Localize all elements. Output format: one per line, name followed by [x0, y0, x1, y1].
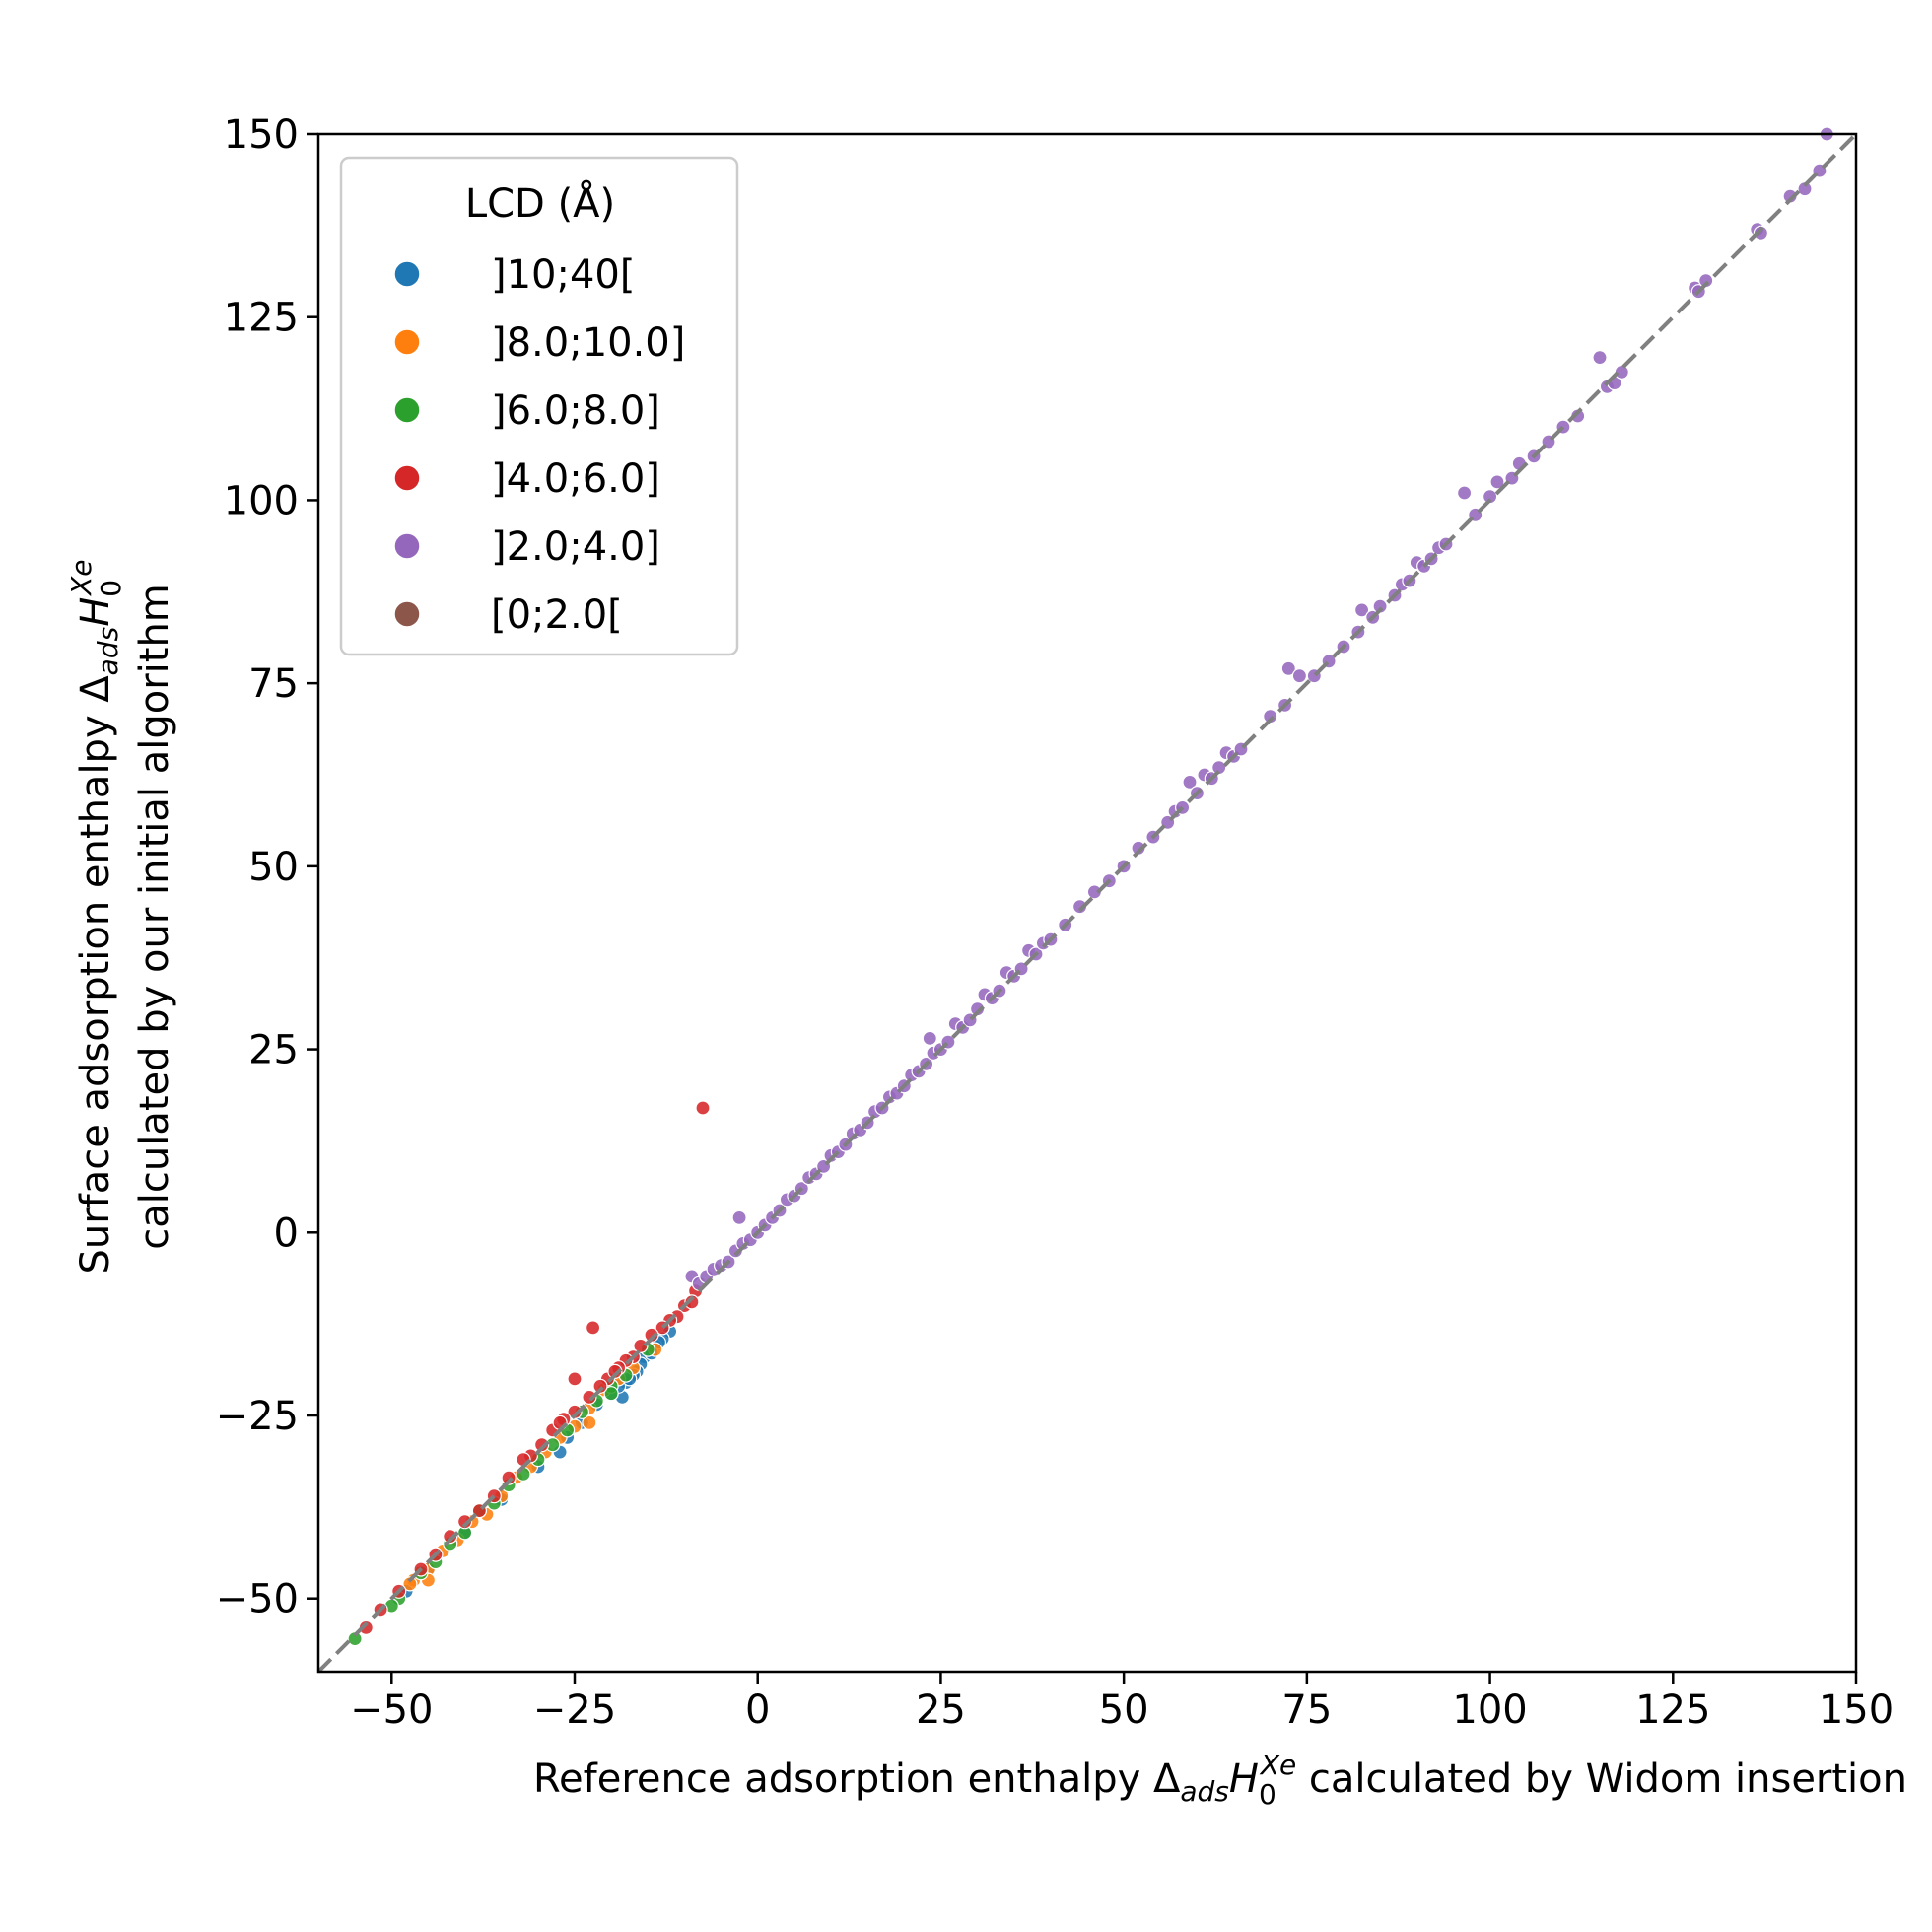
data-point	[402, 1576, 418, 1592]
data-point	[684, 1294, 700, 1310]
legend-title: LCD (Å)	[465, 179, 615, 227]
legend-marker	[393, 532, 421, 560]
data-point	[1086, 884, 1103, 900]
legend-marker	[393, 328, 421, 356]
data-point	[443, 1528, 458, 1545]
data-point	[1482, 489, 1498, 505]
x-tick-label: 100	[1452, 1688, 1527, 1733]
y-tick-label: −50	[216, 1577, 299, 1622]
data-point	[1698, 273, 1714, 289]
y-axis-label: Surface adsorption enthalpy ΔadsH0Xe cal…	[65, 559, 177, 1274]
data-point	[1071, 899, 1088, 915]
data-point	[695, 1100, 711, 1116]
y-tick-label: 100	[224, 478, 299, 523]
y-tick-label: 150	[224, 112, 299, 158]
y-tick-label: 50	[248, 845, 299, 890]
reference-line-layer	[316, 132, 1858, 1674]
legend-marker	[393, 396, 421, 424]
y-axis-label-line2: calculated by our initial algorithm	[132, 584, 177, 1250]
y-tick-label: −25	[216, 1394, 299, 1439]
x-tick-label: 75	[1281, 1688, 1332, 1733]
data-point	[603, 1386, 619, 1402]
data-point	[567, 1404, 583, 1419]
plot-frame	[316, 132, 1858, 1674]
data-point	[347, 1630, 363, 1647]
data-point	[1131, 840, 1146, 856]
data-point	[1291, 668, 1308, 684]
data-point	[582, 1414, 597, 1431]
data-point	[582, 1389, 597, 1406]
data-point	[533, 1437, 550, 1453]
data-point	[567, 1371, 583, 1387]
y-tick-label: 25	[248, 1028, 299, 1073]
data-point	[1372, 598, 1388, 614]
data-point	[969, 1001, 986, 1017]
legend-label: [0;2.0[	[491, 592, 623, 638]
legend-entries: ]10;40[ ]8.0;10.0] ]6.0;8.0] ]4.0;6.0] ]2.0;…	[393, 252, 685, 638]
data-point	[501, 1470, 517, 1485]
data-point	[1280, 660, 1296, 676]
x-tick-label: 0	[745, 1688, 770, 1733]
data-point	[1182, 774, 1198, 791]
data-point	[1456, 485, 1473, 501]
y-tick-label: 75	[248, 661, 299, 707]
legend-label: ]10;40[	[491, 252, 635, 298]
x-tick-label: 125	[1635, 1688, 1710, 1733]
y-axis-label-line1: Surface adsorption enthalpy ΔadsH0Xe	[65, 559, 127, 1274]
data-point	[607, 1363, 623, 1380]
data-point	[1614, 364, 1629, 380]
legend: LCD (Å) ]10;40[ ]8.0;10.0] ]6.0;8.0] ]4.0;6…	[339, 156, 739, 656]
data-point	[922, 1030, 937, 1047]
x-tick-label: 150	[1819, 1688, 1894, 1733]
x-tick-label: −50	[350, 1688, 433, 1733]
data-point	[644, 1327, 659, 1343]
data-point	[1570, 408, 1586, 424]
legend-marker	[393, 260, 421, 288]
data-point	[592, 1378, 608, 1394]
data-point	[1753, 225, 1769, 241]
data-point	[1592, 350, 1608, 366]
y-tick-label: 0	[274, 1210, 299, 1256]
data-point	[1489, 474, 1505, 490]
data-point	[1263, 708, 1278, 724]
data-point	[1211, 759, 1227, 776]
legend-box	[339, 156, 739, 656]
x-tick-label: −25	[533, 1688, 616, 1733]
legend-label: ]2.0;4.0]	[491, 524, 660, 570]
x-axis: −50 −25 0 25 50 75 100 125 150	[350, 1672, 1894, 1733]
data-point	[633, 1338, 649, 1354]
x-tick-label: 50	[1099, 1688, 1149, 1733]
legend-label: ]6.0;8.0]	[491, 388, 660, 434]
x-axis-label: Reference adsorption enthalpy ΔadsH0Xe c…	[533, 1749, 1907, 1811]
data-point	[1782, 188, 1798, 204]
y-axis: −50 −25 0 25 50 75 100 125 150	[216, 112, 318, 1622]
legend-label: ]4.0;6.0]	[491, 456, 660, 502]
reference-diagonal-line	[316, 132, 1858, 1674]
data-point	[457, 1514, 473, 1530]
legend-marker	[393, 464, 421, 492]
data-point	[1797, 181, 1813, 197]
data-point	[1353, 602, 1370, 618]
y-tick-label: 125	[224, 296, 299, 341]
data-point	[585, 1320, 601, 1336]
legend-marker	[393, 600, 421, 628]
data-point	[731, 1209, 747, 1226]
legend-label: ]8.0;10.0]	[491, 320, 685, 366]
data-point	[358, 1620, 374, 1636]
x-tick-label: 25	[916, 1688, 966, 1733]
